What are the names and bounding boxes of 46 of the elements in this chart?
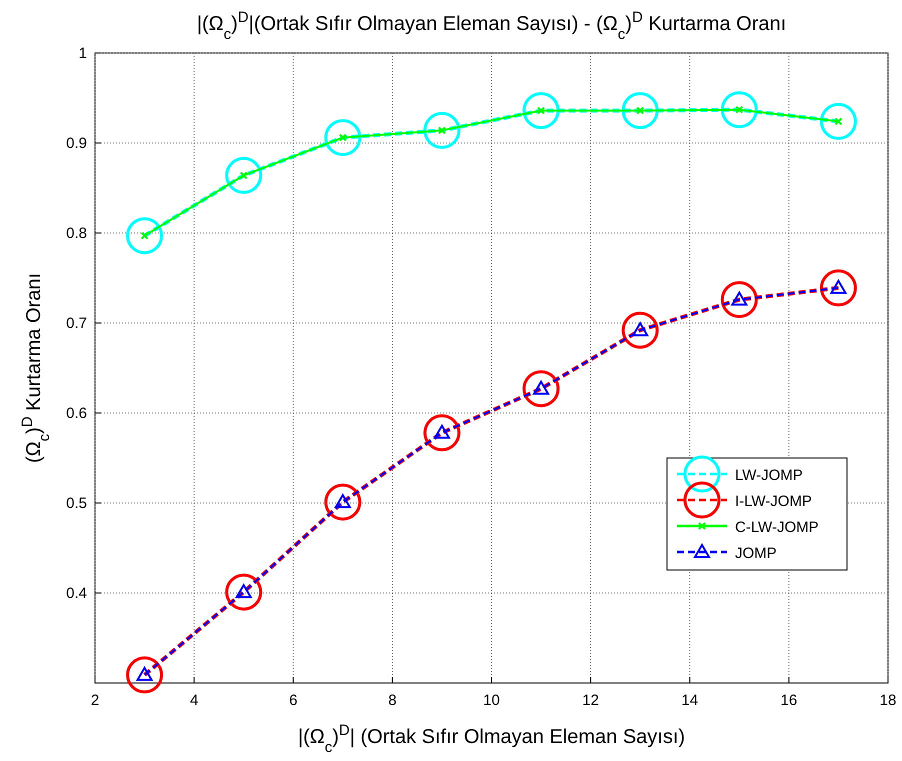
legend-label: C-LW-JOMP [735, 519, 819, 536]
y-tick-label: 1 [78, 45, 87, 62]
point [735, 106, 744, 114]
point [522, 370, 560, 408]
x-tick-label: 4 [190, 692, 198, 709]
x-axis-title: |(Ω$_{c}$)$^{D}$| (Ortak Sıfır Olmayan Eleman Sayısı) [298, 722, 686, 756]
point [324, 484, 362, 521]
y-tick-label: 0.9 [66, 135, 87, 152]
x-tick-label: 16 [780, 692, 798, 709]
y-tick-label: 0.5 [66, 495, 87, 512]
point [720, 91, 758, 128]
point [820, 102, 857, 140]
point [423, 112, 460, 149]
x-tick-label: 10 [483, 692, 500, 709]
x-tick-label: 14 [681, 692, 698, 709]
point [720, 281, 758, 318]
x-tick-label: 12 [582, 692, 599, 709]
point [126, 656, 164, 694]
point [140, 232, 149, 240]
chart-title: |(Ω$_{c}$)$^{D}$|(Ortak Sıfır Olmayan Eleman Sayısı) - (Ω$_{c}$)$^{D}$ Kurtarma Oranı [196, 8, 786, 42]
legend-label: JOMP [735, 545, 777, 562]
point [240, 171, 248, 180]
point [622, 312, 659, 349]
point [537, 106, 546, 115]
point [324, 119, 362, 156]
y-tick-label: 0.6 [66, 405, 87, 422]
point [338, 134, 347, 142]
point [225, 574, 262, 611]
x-tick-label: 2 [90, 692, 100, 709]
point [522, 92, 560, 130]
y-tick-label: 0.4 [66, 585, 87, 602]
point [438, 126, 446, 134]
y-tick-label: 0.8 [66, 225, 87, 242]
x-tick-label: 18 [880, 692, 896, 709]
point [636, 106, 644, 115]
point [834, 117, 842, 126]
point [622, 92, 659, 130]
point [423, 414, 460, 452]
legend-label: LW-JOMP [735, 467, 803, 484]
point [820, 269, 857, 306]
x-tick-label: 8 [388, 692, 397, 709]
legend-label: I-LW-JOMP [735, 493, 812, 510]
point [225, 156, 262, 194]
x-tick-label: 6 [289, 692, 298, 709]
y-tick-label: 0.7 [66, 315, 87, 332]
point [126, 217, 164, 254]
